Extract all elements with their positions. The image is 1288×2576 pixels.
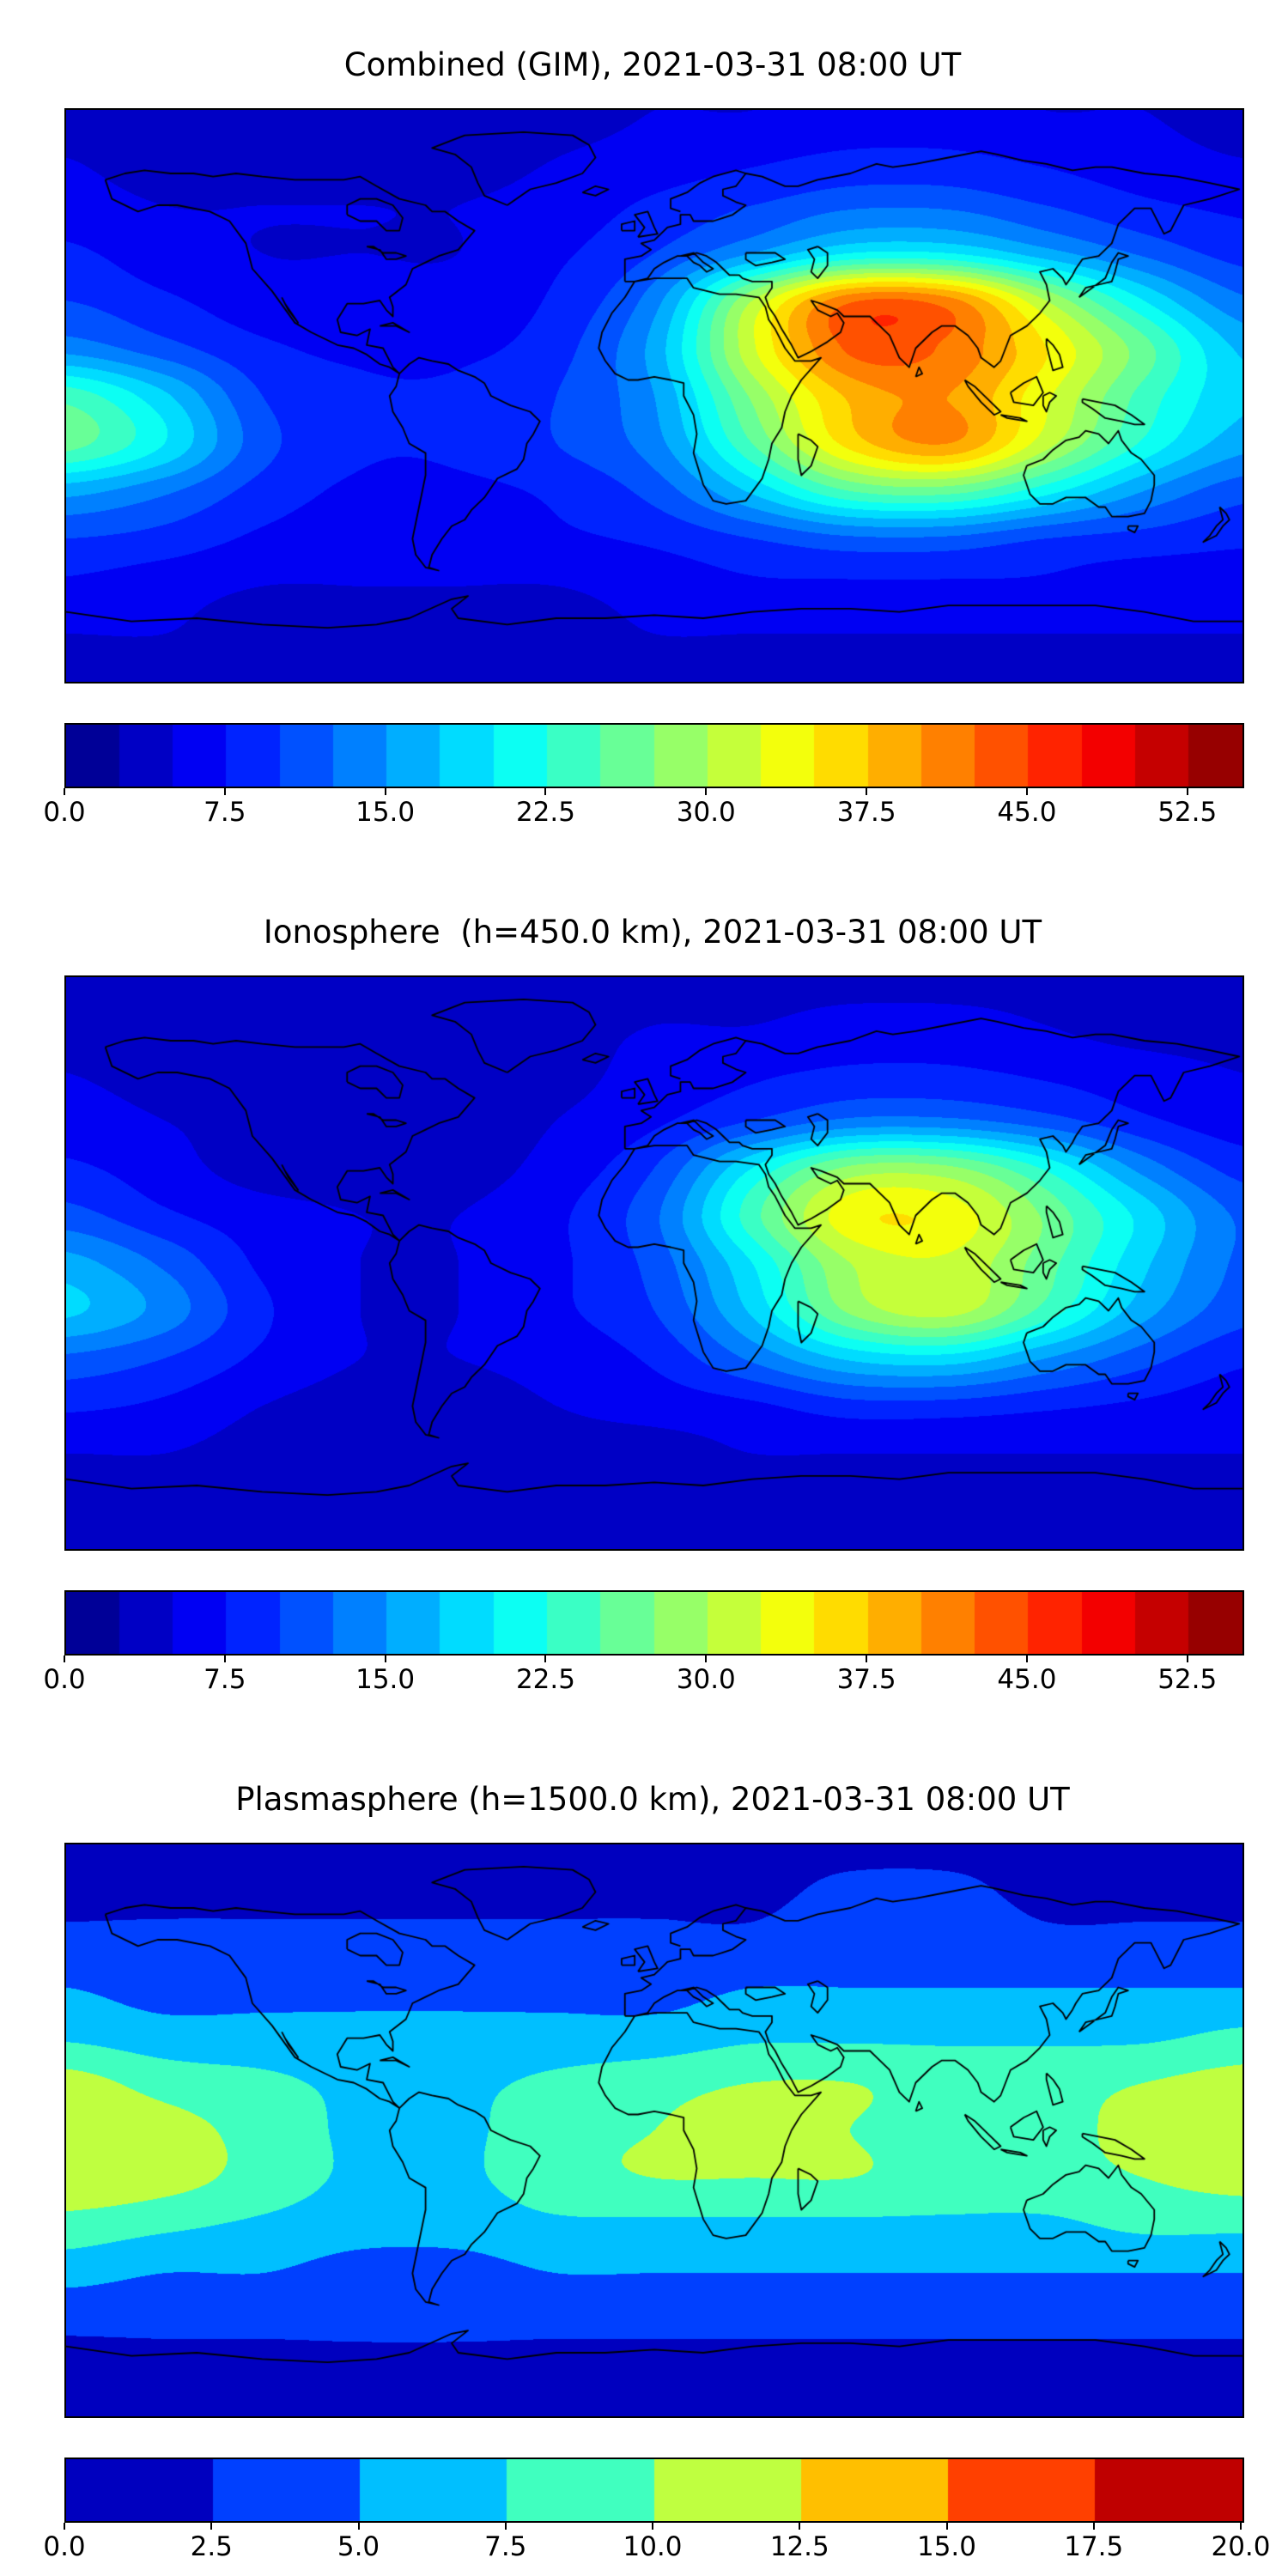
colorbar-ticks: 0.0 7.5 15.0 22.5 30.0 37.5 45.0 52.5 — [43, 1656, 1241, 1702]
panel-ionosphere: Ionosphere (h=450.0 km), 2021-03-31 08:0… — [0, 867, 1288, 1735]
colorbar-tick-mark — [1025, 1656, 1028, 1662]
colorbar-ticks: 0.0 7.5 15.0 22.5 30.0 37.5 45.0 52.5 — [43, 788, 1241, 835]
colorbar-tick-mark — [1186, 1656, 1188, 1662]
colorbar-canvas — [66, 1592, 1242, 1654]
colorbar-tick-mark — [210, 2523, 213, 2530]
colorbar-tick-label: 30.0 — [676, 1664, 736, 1695]
world-map-combined — [64, 108, 1244, 683]
colorbar-tick-mark — [64, 1656, 65, 1662]
tec-heatmap-canvas — [66, 977, 1242, 1549]
colorbar-tick-mark — [866, 788, 868, 795]
tec-heatmap-canvas — [66, 110, 1242, 682]
colorbar-tick-label: 37.5 — [836, 797, 896, 828]
colorbar-tick-label: 45.0 — [997, 1664, 1057, 1695]
colorbar-tick-mark — [1240, 2523, 1242, 2530]
colorbar-tick-label: 15.0 — [916, 2531, 977, 2562]
world-map-ionosphere — [64, 975, 1244, 1551]
colorbar-tick-mark — [1186, 788, 1188, 795]
colorbar-tick-label: 5.0 — [337, 2531, 380, 2562]
colorbar-tick-mark — [544, 1656, 547, 1662]
world-map-plasmasphere — [64, 1843, 1244, 2418]
panel-title: Ionosphere (h=450.0 km), 2021-03-31 08:0… — [263, 914, 1042, 951]
colorbar-tick-mark — [223, 1656, 226, 1662]
colorbar-tick-label: 0.0 — [43, 2531, 86, 2562]
colorbar-tick-mark — [64, 2523, 65, 2530]
colorbar-tick-label: 30.0 — [676, 797, 736, 828]
colorbar-tick-mark — [705, 788, 708, 795]
colorbar-tick-label: 52.5 — [1157, 797, 1218, 828]
colorbar-tick-label: 2.5 — [190, 2531, 233, 2562]
colorbar-tick-mark — [64, 788, 65, 795]
colorbar-tick-label: 17.5 — [1064, 2531, 1124, 2562]
colorbar-tick-label: 20.0 — [1211, 2531, 1271, 2562]
colorbar-tick-mark — [357, 2523, 360, 2530]
colorbar-tick-label: 15.0 — [355, 1664, 416, 1695]
colorbar-tick-mark — [799, 2523, 801, 2530]
colorbar-plasmasphere — [64, 2458, 1244, 2523]
colorbar-combined — [64, 723, 1244, 788]
colorbar-canvas — [66, 2459, 1242, 2521]
colorbar-ionosphere — [64, 1590, 1244, 1656]
colorbar-tick-label: 45.0 — [997, 797, 1057, 828]
colorbar-canvas — [66, 725, 1242, 787]
colorbar-tick-mark — [223, 788, 226, 795]
panel-combined-gim: Combined (GIM), 2021-03-31 08:00 UT 0.0 7… — [0, 0, 1288, 867]
colorbar-tick-mark — [652, 2523, 653, 2530]
colorbar-tick-mark — [866, 1656, 868, 1662]
panel-title: Plasmasphere (h=1500.0 km), 2021-03-31 0… — [235, 1781, 1070, 1818]
colorbar-tick-mark — [1092, 2523, 1095, 2530]
colorbar-tick-mark — [384, 788, 386, 795]
colorbar-tick-mark — [705, 1656, 708, 1662]
colorbar-tick-label: 7.5 — [204, 797, 246, 828]
colorbar-tick-label: 7.5 — [484, 2531, 527, 2562]
colorbar-tick-mark — [945, 2523, 948, 2530]
colorbar-tick-mark — [1025, 788, 1028, 795]
colorbar-tick-label: 0.0 — [43, 797, 86, 828]
colorbar-tick-mark — [384, 1656, 386, 1662]
colorbar-tick-mark — [504, 2523, 507, 2530]
colorbar-tick-label: 52.5 — [1157, 1664, 1218, 1695]
panel-title: Combined (GIM), 2021-03-31 08:00 UT — [343, 46, 962, 83]
colorbar-tick-label: 10.0 — [623, 2531, 683, 2562]
panel-plasmasphere: Plasmasphere (h=1500.0 km), 2021-03-31 0… — [0, 1735, 1288, 2576]
tec-heatmap-canvas — [66, 1844, 1242, 2416]
colorbar-tick-label: 7.5 — [204, 1664, 246, 1695]
colorbar-tick-label: 22.5 — [515, 1664, 575, 1695]
colorbar-tick-mark — [544, 788, 547, 795]
colorbar-tick-label: 37.5 — [836, 1664, 896, 1695]
colorbar-tick-label: 12.5 — [769, 2531, 829, 2562]
colorbar-ticks: 0.0 2.5 5.0 7.5 10.0 12.5 15.0 17.5 20.0 — [43, 2523, 1271, 2569]
colorbar-tick-label: 22.5 — [515, 797, 575, 828]
colorbar-tick-label: 0.0 — [43, 1664, 86, 1695]
colorbar-tick-label: 15.0 — [355, 797, 416, 828]
